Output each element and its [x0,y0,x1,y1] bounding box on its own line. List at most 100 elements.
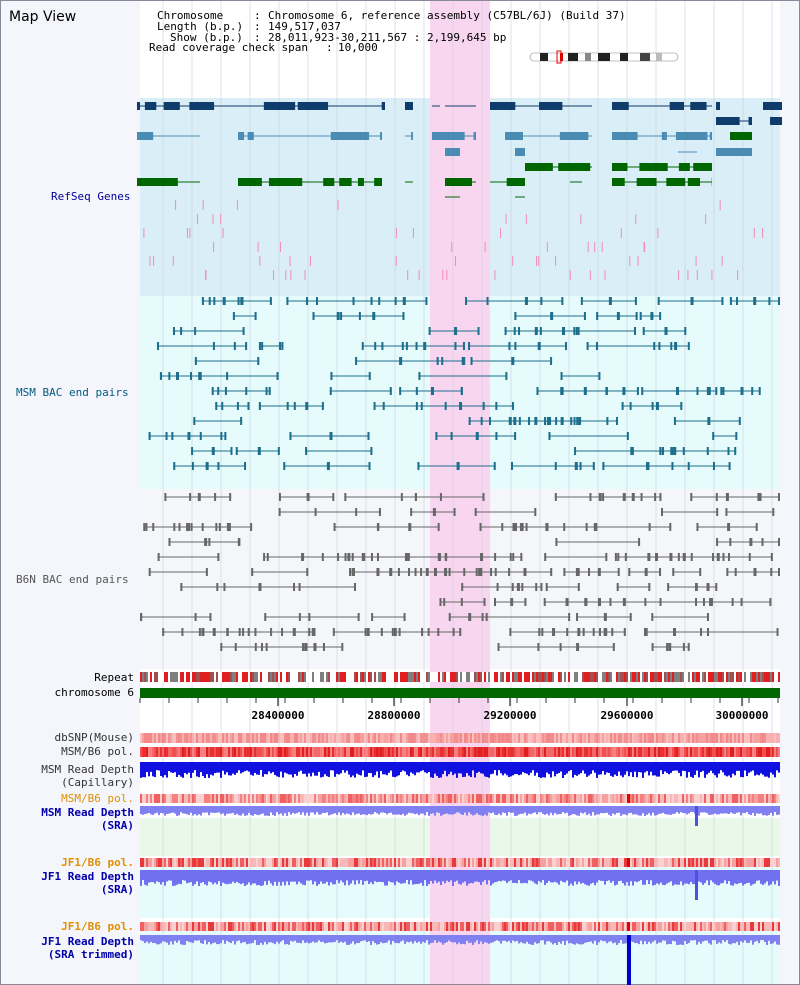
jf1-trim-depth [496,935,498,941]
track-label-msm-bac[interactable]: MSM BAC end pairs [16,386,129,399]
msm-pol2-cell [658,794,660,803]
msm-sra-depth [722,806,724,814]
msm-pol2-cell [194,794,196,803]
msm-pol2-cell [300,794,302,803]
msm-pol-cell [266,747,268,757]
jf1-pol-cell [254,858,256,867]
jf1-pol2-cell [730,922,732,931]
jf1-pol-cell [290,858,292,867]
track-label-refseq[interactable]: RefSeq Genes [51,190,131,203]
msm-pol-cell [414,747,416,757]
jf1-pol2-cell [508,922,510,931]
jf1-trim-depth [188,935,190,942]
msm-sra-depth [778,806,780,815]
jf1-pol2-cell [720,922,722,931]
dbsnp-cell [414,733,416,743]
repeat-cell [320,672,322,682]
msm-pol-cell [412,747,414,757]
dbsnp-cell [684,733,686,743]
msm-pol2-cell [210,794,212,803]
jf1-sra-depth [748,870,750,883]
msm-sra-depth [708,806,710,815]
repeat-cell [306,672,308,682]
jf1-pol-cell [288,858,290,867]
jf1-trim-depth [198,935,200,941]
jf1-pol2-cell [500,922,502,931]
repeat-cell [466,672,468,682]
msm-pol2-cell [766,794,768,803]
jf1-pol2-cell [666,922,668,931]
jf1-pol2-cell [656,922,658,931]
msm-pol-cell [252,747,254,757]
dbsnp-cell [278,733,280,743]
repeat-cell [744,672,746,682]
jf1-sra-depth [554,870,556,882]
track-label-b6n-bac[interactable]: B6N BAC end pairs [16,573,129,586]
msm-pol2-cell [380,794,382,803]
jf1-trim-depth [698,935,700,942]
dbsnp-cell [244,733,246,743]
jf1-sra-depth [604,870,606,885]
jf1-pol-cell [442,858,444,867]
repeat-cell [550,672,552,682]
repeat-cell [362,672,364,682]
msm-capillary-depth [588,762,590,776]
jf1-sra-depth [260,870,262,886]
msm-bac-end [606,417,609,425]
jf1-pol-cell [676,858,678,867]
msm-capillary-depth [524,762,526,774]
msm-pol2-cell [238,794,240,803]
msm-capillary-depth [260,762,262,771]
gene-exon [716,102,720,110]
chromosome-value: Chromosome 6, reference assembly (C57BL/… [268,9,626,22]
jf1-pol-cell [300,858,302,867]
dbsnp-cell [202,733,204,743]
jf1-sra-depth [354,870,356,885]
repeat-cell [644,672,646,682]
jf1-sra-depth [610,870,612,883]
jf1-pol-cell [640,858,642,867]
b6n-bac-end [461,583,464,591]
msm-capillary-depth [430,762,432,778]
jf1-pol-cell [338,858,340,867]
jf1-pol-cell [668,858,670,867]
jf1-pol2-cell [728,922,730,931]
jf1-sra-depth [552,870,554,883]
dbsnp-cell [714,733,716,743]
msm-capillary-depth [626,762,628,772]
repeat-cell [422,672,424,682]
msm-bac-end [550,357,553,365]
dbsnp-cell [754,733,756,743]
jf1-pol2-cell [206,922,208,931]
msm-capillary-depth [300,762,302,771]
jf1-trim-depth [684,935,686,942]
jf1-pol2-cell [770,922,772,931]
jf1-sra-depth [656,870,658,884]
msm-pol-cell [768,747,770,757]
jf1-pol-cell [716,858,718,867]
jf1-sra-depth [202,870,204,883]
repeat-cell [562,672,564,682]
msm-pol-cell [574,747,576,757]
repeat-cell [508,672,510,682]
jf1-trim-depth [184,935,186,945]
jf1-pol2-cell [168,922,170,931]
jf1-pol2-cell [250,922,252,931]
jf1-trim-depth [616,935,618,945]
b6n-bac-end [217,553,220,561]
jf1-pol-cell [352,858,354,867]
jf1-trim-depth [240,935,242,944]
repeat-cell [196,672,198,682]
msm-pol2-cell [166,794,168,803]
jf1-pol2-cell [712,922,714,931]
jf1-sra-depth [476,870,478,882]
jf1-pol-cell [242,858,244,867]
msm-pol2-cell [256,794,258,803]
jf1-pol2-cell [456,922,458,931]
jf1-pol2-cell [384,922,386,931]
b6n-bac-end [355,508,358,516]
jf1-sra-depth [640,870,642,881]
jf1-pol2-cell [550,922,552,931]
msm-bac-end [173,462,176,470]
